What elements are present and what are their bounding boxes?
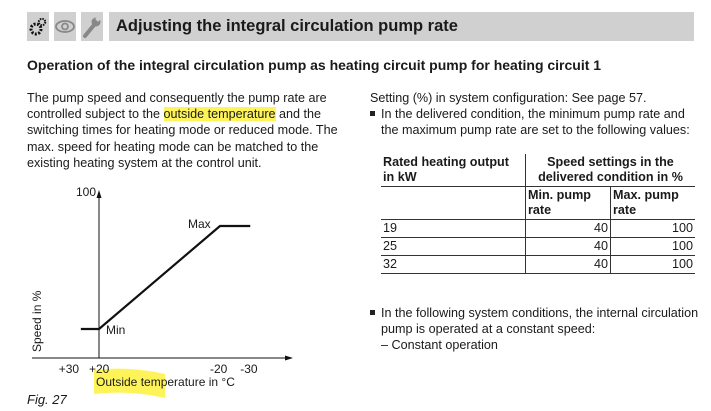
cell: 40 [525,219,611,238]
x-tick-label: +30 [59,362,80,376]
cell: 19 [381,219,526,238]
table-row: 25 40 100 [381,237,695,256]
cell: 25 [381,237,526,256]
bullet-constant: In the following system conditions, the … [370,305,700,337]
dash-item: – Constant operation [381,338,498,353]
x-tick-label: +20 [89,362,110,376]
wrench-icon [81,12,103,41]
highlighted-text: outside temperature [163,107,276,122]
x-tick-label: -30 [240,362,258,376]
cell: 40 [525,255,611,274]
pump-rate-table: Rated heating output in kW Speed settings… [381,154,695,274]
header-max: Max. pump rate [610,186,695,220]
description-paragraph: The pump speed and consequently the pump… [27,90,357,171]
max-annotation: Max [188,217,211,231]
table-row: 19 40 100 [381,219,695,238]
section-title: Adjusting the integral circulation pump … [109,12,694,41]
speed-curve [80,224,251,331]
text: and the switching times for heating mode… [27,107,338,170]
constant-speed-text: In the following system conditions, the … [370,305,700,354]
cell: 100 [610,255,695,274]
gears-icon [27,12,49,41]
y-axis-label: Speed in % [30,290,44,352]
figure-caption: Fig. 27 [27,392,67,407]
subsection-title: Operation of the integral circulation pu… [27,57,602,73]
min-annotation: Min [106,323,125,337]
x-axis-arrow [285,355,293,361]
y-axis-arrow [96,190,102,198]
eye-icon [54,12,76,41]
bullet-delivered: In the delivered condition, the minimum … [370,106,700,138]
cell: 32 [381,255,526,274]
x-tick-label: -20 [210,362,228,376]
settings-text: Setting (%) in system configuration: See… [370,90,700,139]
y-tick-100: 100 [76,185,96,199]
cell: 40 [525,237,611,256]
x-axis-label: Outside temperature in °C [96,375,235,389]
header-speed-settings: Speed settings in the delivered conditio… [525,154,695,187]
cell: 100 [610,237,695,256]
xlabel-highlight [94,368,165,398]
table-row: 32 40 100 [381,255,695,274]
header-rated-output: Rated heating output in kW [381,154,526,187]
cell: 100 [610,219,695,238]
text: The pump speed and consequently the pump… [27,91,327,122]
setting-note: Setting (%) in system configuration: See… [370,91,647,105]
header-min: Min. pump rate [525,186,611,220]
